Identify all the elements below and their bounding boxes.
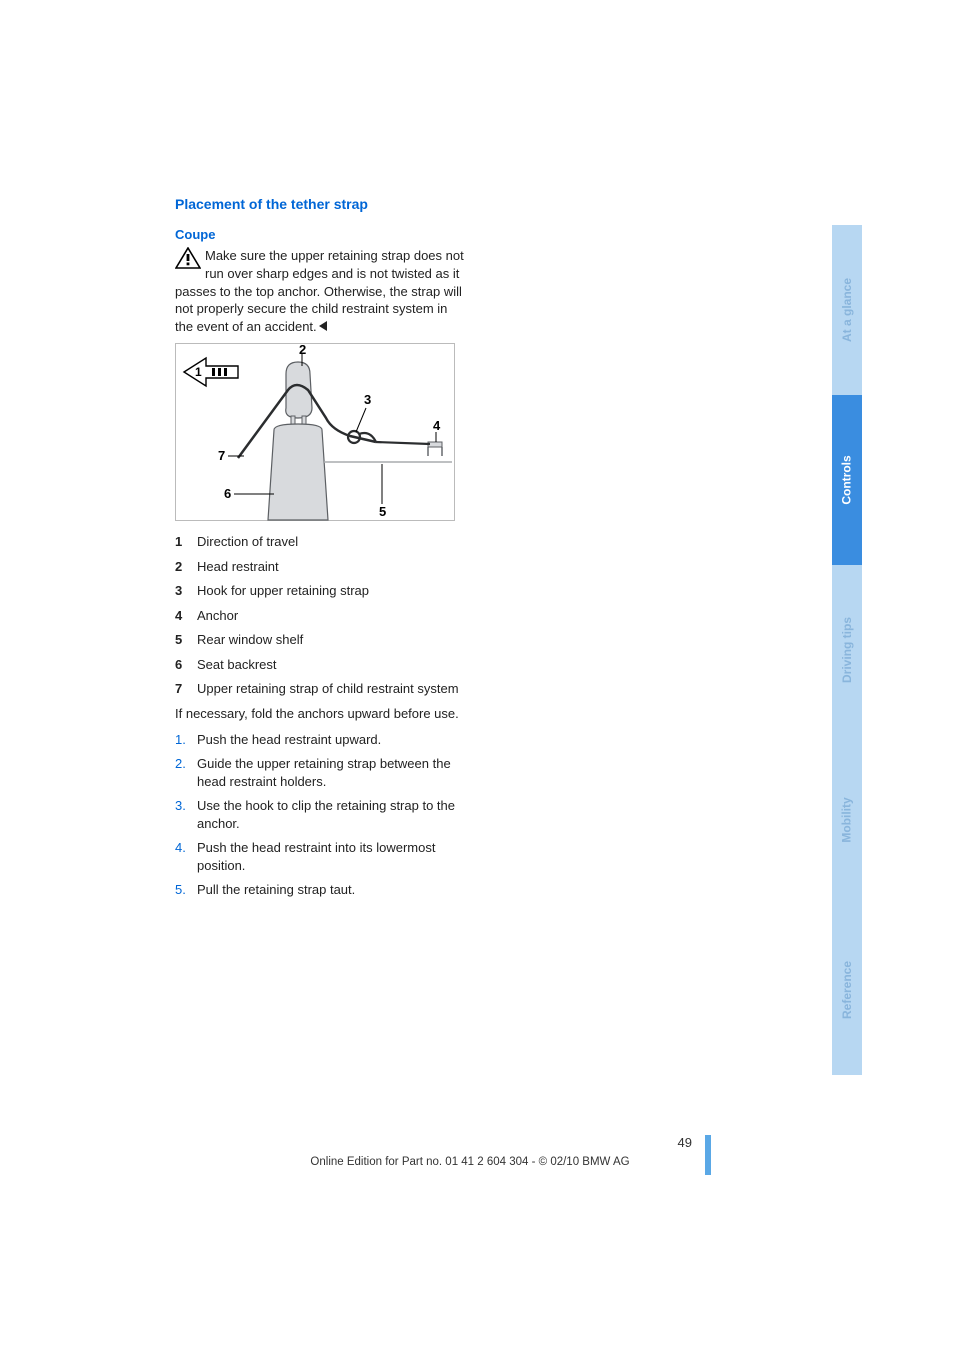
legend-text: Rear window shelf (197, 631, 303, 649)
legend-text: Hook for upper retaining strap (197, 582, 369, 600)
callout-6: 6 (224, 486, 231, 501)
step-text: Push the head restraint into its lowermo… (197, 839, 465, 874)
diagram-legend: 1Direction of travel 2Head restraint 3Ho… (175, 533, 465, 698)
step-item: 1.Push the head restraint upward. (175, 731, 465, 749)
callout-1: 1 (195, 365, 202, 379)
tab-at-a-glance[interactable]: At a glance (832, 225, 862, 395)
legend-text: Anchor (197, 607, 238, 625)
step-item: 5.Pull the retaining strap taut. (175, 881, 465, 899)
procedure-steps: 1.Push the head restraint upward. 2.Guid… (175, 731, 465, 899)
instruction-paragraph: If necessary, fold the anchors upward be… (175, 705, 465, 723)
tab-label: Driving tips (840, 617, 854, 683)
page-number: 49 (678, 1135, 692, 1150)
legend-num: 3 (175, 582, 197, 600)
step-text: Push the head restraint upward. (197, 731, 381, 749)
callout-2: 2 (299, 344, 306, 357)
legend-item: 2Head restraint (175, 558, 465, 576)
callout-7: 7 (218, 448, 225, 463)
tether-strap-diagram: 1 (175, 343, 455, 521)
step-item: 2.Guide the upper retaining strap betwee… (175, 755, 465, 790)
legend-item: 4Anchor (175, 607, 465, 625)
tab-controls[interactable]: Controls (832, 395, 862, 565)
step-text: Use the hook to clip the retaining strap… (197, 797, 465, 832)
legend-text: Direction of travel (197, 533, 298, 551)
step-text: Pull the retaining strap taut. (197, 881, 355, 899)
legend-num: 2 (175, 558, 197, 576)
step-num: 1. (175, 731, 197, 749)
tab-label: Controls (840, 455, 854, 504)
legend-text: Seat backrest (197, 656, 277, 674)
subsection-heading: Coupe (175, 226, 465, 244)
step-num: 4. (175, 839, 197, 874)
warning-text: Make sure the upper retaining strap does… (175, 247, 465, 335)
warning-icon (175, 247, 201, 269)
legend-item: 7Upper retaining strap of child restrain… (175, 680, 465, 698)
tab-label: Reference (840, 961, 854, 1019)
legend-num: 7 (175, 680, 197, 698)
legend-item: 6Seat backrest (175, 656, 465, 674)
tab-label: Mobility (840, 797, 854, 842)
step-item: 3.Use the hook to clip the retaining str… (175, 797, 465, 832)
legend-num: 4 (175, 607, 197, 625)
legend-num: 5 (175, 631, 197, 649)
legend-text: Head restraint (197, 558, 279, 576)
step-text: Guide the upper retaining strap between … (197, 755, 465, 790)
tab-driving-tips[interactable]: Driving tips (832, 565, 862, 735)
side-nav-tabs: At a glance Controls Driving tips Mobili… (832, 225, 862, 1075)
end-of-note-icon (319, 321, 327, 331)
legend-num: 1 (175, 533, 197, 551)
legend-item: 5Rear window shelf (175, 631, 465, 649)
section-heading: Placement of the tether strap (175, 195, 465, 214)
tab-mobility[interactable]: Mobility (832, 735, 862, 905)
tab-label: At a glance (840, 278, 854, 342)
step-item: 4.Push the head restraint into its lower… (175, 839, 465, 874)
page-accent-bar (705, 1135, 711, 1175)
step-num: 5. (175, 881, 197, 899)
warning-block: Make sure the upper retaining strap does… (175, 247, 465, 335)
tab-reference[interactable]: Reference (832, 905, 862, 1075)
callout-4: 4 (433, 418, 441, 433)
callout-3: 3 (364, 392, 371, 407)
legend-item: 3Hook for upper retaining strap (175, 582, 465, 600)
legend-text: Upper retaining strap of child restraint… (197, 680, 459, 698)
step-num: 2. (175, 755, 197, 790)
callout-5: 5 (379, 504, 386, 519)
legend-item: 1Direction of travel (175, 533, 465, 551)
footer-text: Online Edition for Part no. 01 41 2 604 … (120, 1156, 820, 1168)
legend-num: 6 (175, 656, 197, 674)
step-num: 3. (175, 797, 197, 832)
